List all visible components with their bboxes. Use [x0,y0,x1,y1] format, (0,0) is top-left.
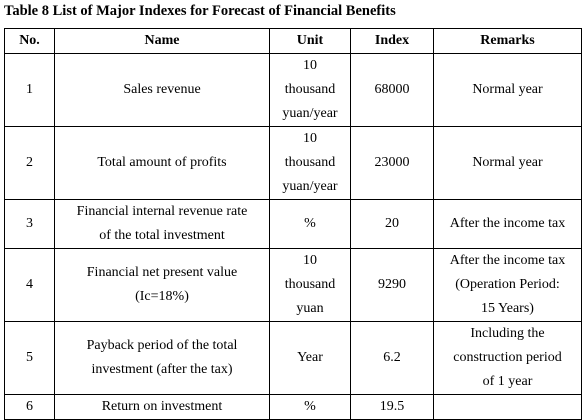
cell-name: Financial net present value (Ic=18%) [54,248,270,322]
cell-unit: 10 thousand yuan/year [269,126,351,200]
table-row: 5 Payback period of the total investment… [4,321,582,395]
cell-no: 3 [4,199,55,249]
cell-remarks: After the income tax (Operation Period: … [433,248,582,322]
table-caption: Table 8 List of Major Indexes for Foreca… [4,3,396,19]
header-remarks: Remarks [433,28,582,54]
table-row: 6 Return on investment % 19.5 [4,394,582,420]
header-name: Name [54,28,270,54]
cell-unit: % [269,394,351,420]
table-row: 3 Financial internal revenue rate of the… [4,199,582,249]
header-no: No. [4,28,55,54]
header-unit: Unit [269,28,351,54]
cell-remarks [433,394,582,420]
cell-unit: % [269,199,351,249]
cell-no: 5 [4,321,55,395]
cell-unit: Year [269,321,351,395]
table-row: 2 Total amount of profits 10 thousand yu… [4,126,582,200]
table-row: 1 Sales revenue 10 thousand yuan/year 68… [4,53,582,127]
cell-index: 19.5 [350,394,434,420]
cell-name: Financial internal revenue rate of the t… [54,199,270,249]
cell-unit: 10 thousand yuan [269,248,351,322]
cell-index: 23000 [350,126,434,200]
cell-remarks: Normal year [433,53,582,127]
cell-name: Return on investment [54,394,270,420]
cell-index: 68000 [350,53,434,127]
header-row: No. Name Unit Index Remarks [4,28,582,54]
financial-indexes-table: No. Name Unit Index Remarks 1 Sales reve… [4,28,582,420]
cell-name: Total amount of profits [54,126,270,200]
cell-index: 6.2 [350,321,434,395]
cell-remarks: Including the construction period of 1 y… [433,321,582,395]
cell-name: Payback period of the total investment (… [54,321,270,395]
cell-remarks: Normal year [433,126,582,200]
cell-no: 2 [4,126,55,200]
header-index: Index [350,28,434,54]
cell-no: 6 [4,394,55,420]
cell-no: 1 [4,53,55,127]
cell-name: Sales revenue [54,53,270,127]
cell-index: 9290 [350,248,434,322]
cell-remarks: After the income tax [433,199,582,249]
table-row: 4 Financial net present value (Ic=18%) 1… [4,248,582,322]
cell-index: 20 [350,199,434,249]
cell-unit: 10 thousand yuan/year [269,53,351,127]
cell-no: 4 [4,248,55,322]
